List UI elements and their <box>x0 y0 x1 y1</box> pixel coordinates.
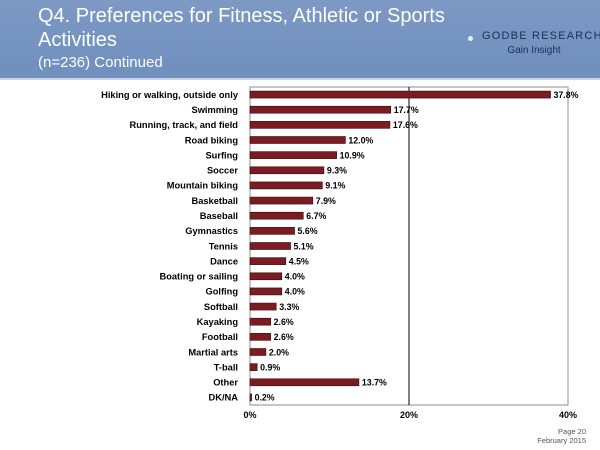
category-label: Running, track, and field <box>130 120 239 130</box>
bar <box>249 393 252 402</box>
data-label: 0.2% <box>255 393 275 403</box>
category-label: Dance <box>210 256 238 266</box>
data-label: 9.3% <box>327 166 347 176</box>
bar <box>249 211 304 220</box>
header-divider <box>0 78 600 80</box>
category-label: Hiking or walking, outside only <box>101 90 239 100</box>
page-number: Page 20 <box>558 427 586 436</box>
bar <box>249 242 291 250</box>
bar <box>249 257 287 265</box>
category-label: Soccer <box>207 166 238 176</box>
brand-dot-icon <box>468 36 473 41</box>
category-label: Road biking <box>185 135 239 145</box>
category-label: Martial arts <box>188 347 238 357</box>
data-label: 2.6% <box>274 332 294 342</box>
data-label: 17.7% <box>394 105 419 115</box>
category-label: Basketball <box>191 196 238 206</box>
category-label: Softball <box>204 302 238 312</box>
data-label: 37.8% <box>554 90 579 100</box>
category-label: Mountain biking <box>167 181 239 191</box>
category-label: Golfing <box>205 287 238 297</box>
data-label: 4.5% <box>289 256 309 266</box>
data-label: 4.0% <box>285 272 305 282</box>
bar <box>249 181 323 190</box>
bar <box>249 333 271 341</box>
category-label: Kayaking <box>197 317 239 327</box>
page-subtitle: (n=236) Continued <box>38 54 163 71</box>
category-label: Football <box>202 332 238 342</box>
data-label: 0.9% <box>260 362 280 372</box>
page-title: Q4. Preferences for Fitness, Athletic or… <box>38 5 445 51</box>
data-label: 12.0% <box>348 135 373 145</box>
data-label: 2.6% <box>274 317 294 327</box>
bar-chart: 0% 20% 40% Hiking or walking, outside only 3… <box>101 86 579 420</box>
data-label: 13.7% <box>362 378 387 388</box>
bar <box>249 105 392 114</box>
bar <box>249 151 337 159</box>
bar <box>249 302 277 311</box>
data-label: 10.9% <box>340 150 365 160</box>
bar <box>249 121 391 129</box>
bar <box>249 272 283 281</box>
header-banner: Q4. Preferences for Fitness, Athletic or… <box>0 0 600 78</box>
category-label: T-ball <box>214 362 238 372</box>
bar <box>249 90 551 99</box>
data-label: 6.7% <box>306 211 326 221</box>
category-label: Swimming <box>192 105 239 115</box>
bar <box>249 227 295 235</box>
data-label: 7.9% <box>316 196 336 206</box>
category-label: Surfing <box>205 150 238 160</box>
data-label: 3.3% <box>279 302 299 312</box>
brand-tagline: Gain Insight <box>507 45 561 56</box>
report-date: February 2015 <box>537 436 586 445</box>
data-label: 17.6% <box>393 120 418 130</box>
bar <box>249 196 314 205</box>
category-label: DK/NA <box>209 393 239 403</box>
bar <box>249 166 325 175</box>
category-label: Tennis <box>209 241 238 251</box>
bar <box>249 363 258 371</box>
category-label: Other <box>213 378 238 388</box>
data-label: 9.1% <box>325 181 345 191</box>
bar <box>249 348 267 356</box>
bar <box>249 378 360 387</box>
data-label: 4.0% <box>285 287 305 297</box>
data-label: 5.1% <box>294 241 314 251</box>
x-tick-label: 0% <box>243 410 256 420</box>
x-tick-label: 20% <box>400 410 418 420</box>
bar <box>249 136 346 144</box>
category-label: Baseball <box>200 211 238 221</box>
brand-name: GODBE RESEARCH <box>482 30 600 42</box>
data-label: 5.6% <box>298 226 318 236</box>
data-label: 2.0% <box>269 347 289 357</box>
bar <box>249 287 283 296</box>
brand-logo: GODBE RESEARCH Gain Insight <box>468 30 600 60</box>
category-label: Boating or sailing <box>159 272 238 282</box>
footer: Page 20 February 2015 <box>537 427 586 445</box>
x-tick-label: 40% <box>559 410 577 420</box>
category-label: Gymnastics <box>185 226 238 236</box>
bar <box>249 317 271 326</box>
